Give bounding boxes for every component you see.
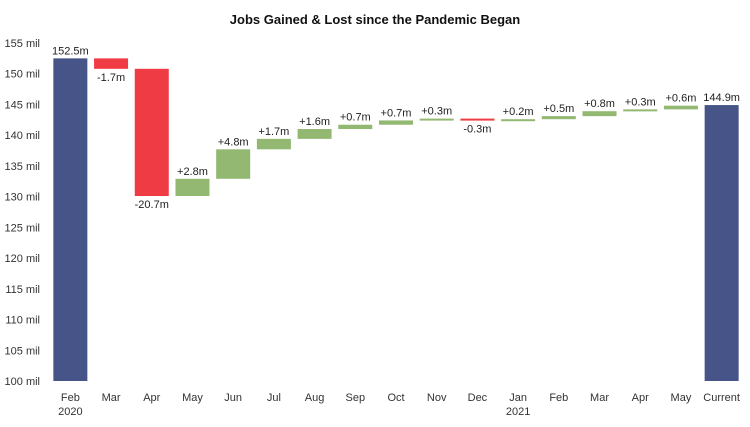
data-label: -1.7m (97, 72, 125, 84)
y-axis: 100 mil 105 mil 110 mil 115 mil 120 mil 125 m… (5, 38, 40, 388)
x-tick-year-label: 2021 (506, 406, 530, 418)
gain-bar (419, 118, 454, 121)
data-labels-group: 152.5m -1.7m -20.7m +2.8m +4.8m +1.7m +1.6m +0.… (52, 45, 740, 211)
gain-bar (663, 105, 698, 110)
x-tick-label: Sep (346, 392, 366, 404)
y-tick-label: 130 mil (5, 192, 40, 204)
total-bar (53, 58, 88, 381)
data-label: +0.5m (543, 103, 574, 115)
y-tick-label: 115 mil (5, 284, 40, 296)
gain-bar (541, 116, 576, 120)
x-tick-label: Current (703, 392, 740, 404)
data-label: +1.7m (258, 126, 289, 138)
y-tick-label: 125 mil (5, 222, 40, 234)
chart-title: Jobs Gained & Lost since the Pandemic Be… (230, 12, 520, 27)
data-label: -20.7m (135, 199, 169, 211)
y-tick-label: 120 mil (5, 253, 40, 265)
gain-bar (256, 138, 291, 150)
loss-bar (460, 118, 495, 121)
data-label: +1.6m (299, 116, 330, 128)
x-tick-label: Jul (267, 392, 281, 404)
x-axis: Feb 2020 Mar Apr May Jun Jul Aug Sep Oct Nov Dec Jan… (58, 392, 740, 418)
gain-bar (379, 120, 413, 125)
x-tick-label: Jan (509, 392, 527, 404)
gain-bar (338, 124, 373, 130)
x-tick-label: Mar (102, 392, 121, 404)
gain-bar (623, 109, 658, 112)
gain-bar (216, 149, 251, 179)
y-tick-label: 105 mil (5, 345, 40, 357)
data-label: +2.8m (177, 166, 208, 178)
data-label: +0.8m (584, 98, 615, 110)
x-tick-label: Aug (305, 392, 325, 404)
loss-bar (94, 58, 129, 69)
x-tick-label: Feb (549, 392, 568, 404)
data-label: +0.2m (503, 106, 534, 118)
x-tick-year-label: 2020 (58, 406, 82, 418)
x-tick-label: Apr (632, 392, 649, 404)
loss-bar (134, 68, 169, 197)
data-label: 152.5m (52, 45, 89, 57)
x-tick-label: Jun (224, 392, 242, 404)
x-tick-label: Oct (387, 392, 404, 404)
data-label: +0.3m (421, 106, 452, 118)
gain-bar (297, 129, 332, 139)
x-tick-label: May (182, 392, 203, 404)
y-tick-label: 135 mil (5, 161, 40, 173)
total-bar (704, 105, 739, 381)
data-label: 144.9m (703, 92, 740, 104)
data-label: -0.3m (463, 124, 491, 136)
data-label: +0.6m (665, 93, 696, 105)
y-tick-label: 110 mil (5, 315, 40, 327)
gain-bar (501, 119, 536, 122)
gain-bar (582, 111, 617, 117)
x-tick-label: Mar (590, 392, 609, 404)
y-tick-label: 155 mil (5, 38, 40, 50)
data-label: +0.3m (625, 96, 656, 108)
x-tick-label: Nov (427, 392, 447, 404)
gain-bar (175, 178, 210, 197)
data-label: +0.7m (340, 112, 371, 124)
y-tick-label: 140 mil (5, 130, 40, 142)
bars-group (53, 58, 739, 381)
data-label: +0.7m (381, 107, 412, 119)
x-tick-label: Dec (468, 392, 488, 404)
x-tick-label: May (671, 392, 692, 404)
x-tick-label: Apr (143, 392, 160, 404)
y-tick-label: 150 mil (5, 69, 40, 81)
y-tick-label: 145 mil (5, 99, 40, 111)
x-tick-label: Feb (61, 392, 80, 404)
data-label: +4.8m (218, 136, 249, 148)
y-tick-label: 100 mil (5, 376, 40, 388)
